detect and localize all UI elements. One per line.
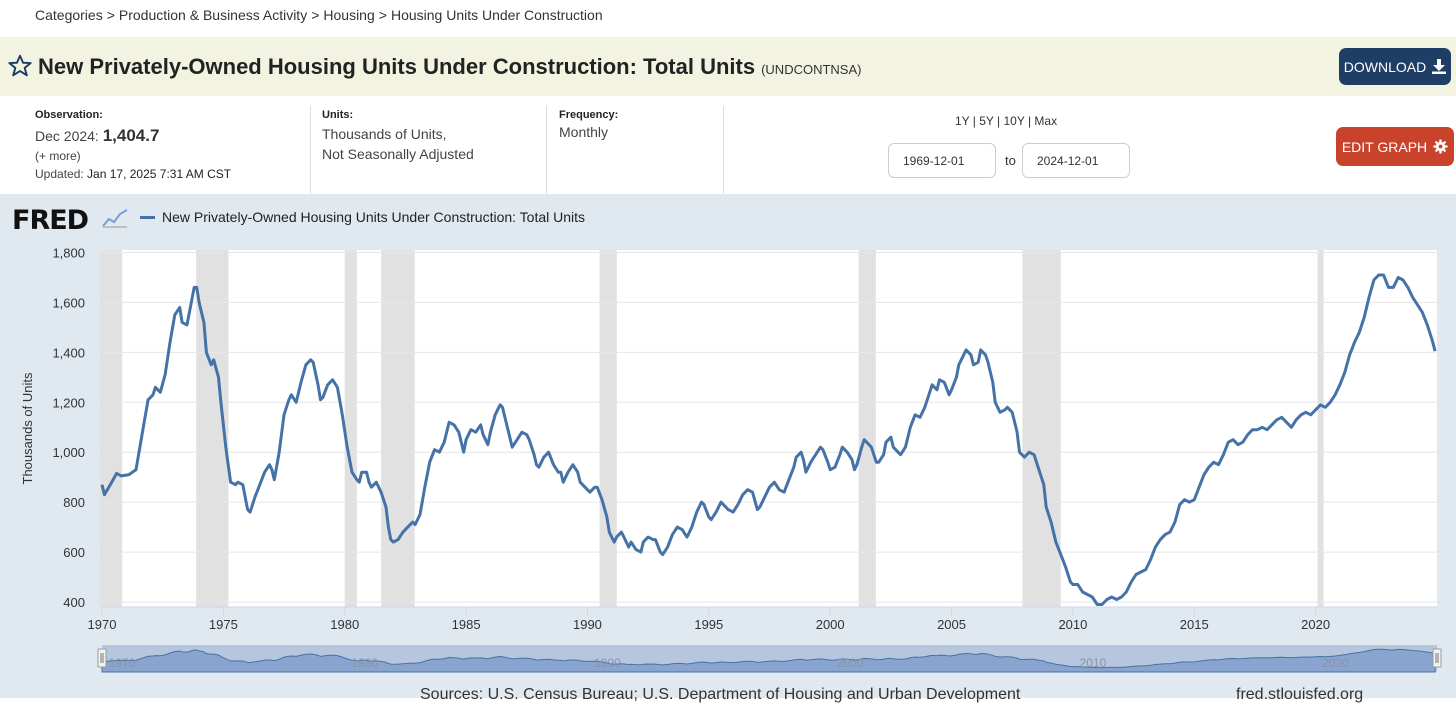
navigator-area <box>101 648 1436 673</box>
x-tick-label: 2015 <box>1180 617 1209 632</box>
star-icon[interactable] <box>7 53 33 79</box>
series-title: New Privately-Owned Housing Units Under … <box>38 54 756 79</box>
divider <box>723 106 724 194</box>
observation-date: Dec 2024: <box>35 128 99 144</box>
updated-label: Updated: <box>35 167 84 181</box>
to-label: to <box>1005 153 1016 168</box>
units-line1: Thousands of Units, <box>322 126 447 142</box>
gear-icon <box>1433 139 1448 154</box>
recession-band <box>599 250 617 607</box>
divider <box>310 106 311 194</box>
series-code: (UNDCONTNSA) <box>761 62 862 77</box>
navigator-handle[interactable] <box>97 648 107 668</box>
y-tick-label: 400 <box>63 595 85 610</box>
y-tick-label: 600 <box>63 545 85 560</box>
observation-value: 1,404.7 <box>102 126 160 145</box>
recession-band <box>858 250 876 607</box>
x-tick-label: 2010 <box>1058 617 1087 632</box>
x-tick-label: 2000 <box>816 617 845 632</box>
units-label: Units: <box>322 109 354 121</box>
download-label: DOWNLOAD <box>1343 58 1427 75</box>
fred-logo-text: FRED <box>12 205 89 236</box>
chart-legend: New Privately-Owned Housing Units Under … <box>140 209 585 225</box>
x-tick-label: 1990 <box>573 617 602 632</box>
line-chart[interactable]: 400 600 800 1,000 1,200 1,400 1,600 1,800 1970 19… <box>0 194 1456 698</box>
recession-band <box>100 250 123 607</box>
updated-line: Updated: Jan 17, 2025 7:31 AM CST <box>35 167 231 181</box>
x-tick-label: 1980 <box>330 617 359 632</box>
y-tick-label: 1,400 <box>52 345 85 360</box>
x-tick-label: 2020 <box>1301 617 1330 632</box>
recession-band <box>344 250 357 607</box>
breadcrumb-housing[interactable]: Housing <box>323 7 375 23</box>
breadcrumb-separator: > <box>311 7 320 23</box>
navigator-label: 1980 <box>351 656 378 670</box>
x-tick-label: 1970 <box>88 617 117 632</box>
breadcrumb-separator: > <box>378 7 387 23</box>
navigator-label: 2020 <box>1322 656 1349 670</box>
x-tick-label: 1995 <box>694 617 723 632</box>
divider <box>546 106 547 194</box>
edit-graph-label: EDIT GRAPH <box>1341 138 1428 155</box>
updated-value: Jan 17, 2025 7:31 AM CST <box>87 167 232 181</box>
series-line <box>100 273 1437 606</box>
breadcrumb-separator: > <box>106 7 115 23</box>
navigator-handle[interactable] <box>1432 648 1442 668</box>
download-icon <box>1432 59 1447 74</box>
breadcrumb-production[interactable]: Production & Business Activity <box>118 7 308 23</box>
fred-logo-chart-icon <box>102 209 128 228</box>
frequency-value: Monthly <box>559 124 609 140</box>
units-line2: Not Seasonally Adjusted <box>322 146 474 162</box>
recession-band <box>1317 250 1324 607</box>
legend-swatch <box>140 215 155 219</box>
breadcrumb-categories[interactable]: Categories <box>35 7 103 23</box>
fred-url[interactable]: fred.stlouisfed.org <box>1236 686 1364 703</box>
legend-label: New Privately-Owned Housing Units Under … <box>162 209 586 225</box>
breadcrumb-housing-units[interactable]: Housing Units Under Construction <box>390 7 603 23</box>
x-tick-label: 2005 <box>937 617 966 632</box>
breadcrumb: Categories > Production & Business Activit… <box>35 7 603 23</box>
end-date-input[interactable]: 2024-12-01 <box>1022 143 1130 178</box>
y-tick-label: 1,200 <box>52 395 85 410</box>
range-buttons[interactable]: 1Y | 5Y | 10Y | Max <box>955 114 1058 128</box>
y-axis-label: Thousands of Units <box>20 372 35 485</box>
recession-band <box>381 250 415 607</box>
y-tick-label: 1,600 <box>52 295 85 310</box>
navigator-label: 1970 <box>109 656 136 670</box>
source-note: Sources: U.S. Census Bureau; U.S. Depart… <box>420 686 1021 703</box>
download-button[interactable]: DOWNLOAD <box>1339 48 1451 85</box>
observation-label: Observation: <box>35 109 103 121</box>
observation-value-line: Dec 2024: 1,404.7 <box>35 126 159 146</box>
page-title: New Privately-Owned Housing Units Under … <box>38 54 861 80</box>
fred-logo: FRED <box>12 205 89 236</box>
x-tick-label: 1975 <box>209 617 238 632</box>
recession-band <box>1022 250 1061 607</box>
title-bar: New Privately-Owned Housing Units Under … <box>0 37 1456 96</box>
navigator-label: 2010 <box>1080 656 1107 670</box>
y-tick-label: 800 <box>63 495 85 510</box>
y-tick-label: 1,000 <box>52 445 85 460</box>
more-observations-link[interactable]: (+ more) <box>35 149 81 163</box>
navigator-label: 1990 <box>594 656 621 670</box>
plot-background <box>102 250 1437 607</box>
navigator-label: 2000 <box>837 656 864 670</box>
x-tick-label: 1985 <box>452 617 481 632</box>
start-date-input[interactable]: 1969-12-01 <box>888 143 996 178</box>
edit-graph-button[interactable]: EDIT GRAPH <box>1336 127 1454 166</box>
frequency-label: Frequency: <box>559 109 619 121</box>
y-tick-label: 1,800 <box>52 245 85 260</box>
units-value: Thousands of Units, Not Seasonally Adjust… <box>322 124 474 164</box>
